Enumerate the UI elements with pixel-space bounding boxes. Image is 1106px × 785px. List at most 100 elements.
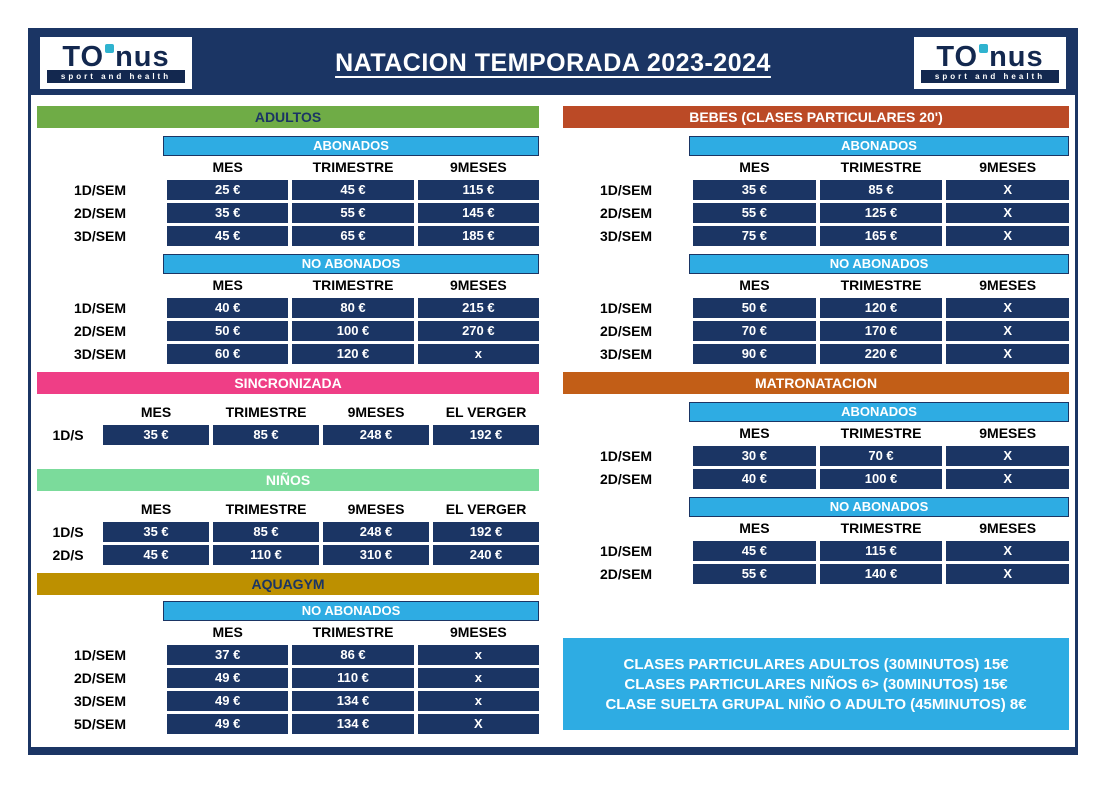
column-header: TRIMESTRE [225, 404, 307, 420]
price-cell: 115 € [819, 541, 943, 561]
price-cell: 215 € [417, 298, 540, 318]
logo-text-left: TO [936, 40, 979, 73]
price-cell: X [946, 469, 1069, 489]
price-cell: X [946, 226, 1069, 246]
price-cell: 45 € [693, 541, 816, 561]
price-cell: 192 € [433, 425, 540, 445]
price-cell: 40 € [693, 469, 816, 489]
note-line: CLASES PARTICULARES ADULTOS (30MINUTOS) … [623, 655, 1009, 673]
price-cell: 50 € [167, 321, 289, 341]
row-label: 1D/S [52, 427, 84, 443]
column-header: 9MESES [979, 425, 1037, 441]
price-cell: 125 € [819, 203, 943, 223]
price-cell: 145 € [417, 203, 540, 223]
corner-spacer [563, 275, 689, 295]
section-aquagym: AQUAGYM NO ABONADOS MES TRIMESTRE 9MESES 1D/… [37, 573, 540, 742]
logo-text-left: TO [62, 40, 105, 73]
price-table: MES TRIMESTRE 9MESES 1D/SEM 40 €80 €215 € 2D/… [37, 275, 540, 364]
price-cell: 35 € [103, 425, 209, 445]
tonus-wordmark: TO nus [62, 40, 169, 73]
corner-spacer [37, 499, 99, 519]
row-label: 2D/SEM [599, 471, 653, 487]
subgroup-title: NO ABONADOS [689, 254, 1069, 274]
section-blocks: ABONADOS MES TRIMESTRE 9MESES 1D/SEM 25 €45 €… [37, 136, 540, 364]
price-table: MES TRIMESTRE 9MESES 1D/SEM 37 €86 € x 2D/SEM 4… [37, 622, 540, 734]
logo-tagline: sport and health [920, 69, 1060, 83]
row-label: 1D/SEM [599, 182, 653, 198]
section-title: NIÑOS [37, 469, 540, 491]
logo-text-right: nus [989, 40, 1044, 73]
column-header: MES [212, 624, 243, 640]
price-cell: 115 € [417, 180, 540, 200]
price-cell: 85 € [213, 522, 320, 542]
left-column: ADULTOS ABONADOS MES TRIMESTRE 9MESES 1D/SEM… [37, 106, 540, 742]
section-blocks: NO ABONADOS MES TRIMESTRE 9MESES 1D/SEM 37 €8… [37, 601, 540, 734]
column-header: 9MESES [979, 277, 1037, 293]
section-bebes: BEBES (CLASES PARTICULARES 20') ABONADOS… [563, 106, 1069, 372]
price-cell: 25 € [167, 180, 289, 200]
corner-spacer [37, 157, 163, 177]
section-blocks: ABONADOS MES TRIMESTRE 9MESES 1D/SEM 30 €70 €… [563, 402, 1069, 584]
price-cell: 110 € [292, 668, 414, 688]
column-header: MES [739, 277, 770, 293]
column-header: EL VERGER [445, 501, 527, 517]
price-table: MES TRIMESTRE 9MESES 1D/SEM 30 €70 € X 2D/SEM 4… [563, 423, 1069, 489]
price-cell: X [946, 321, 1069, 341]
column-header: 9MESES [449, 277, 507, 293]
price-cell: 134 € [292, 691, 414, 711]
price-cell: 134 € [292, 714, 414, 734]
price-cell: 90 € [693, 344, 816, 364]
tonus-logo-left: TO nus sport and health [40, 37, 192, 89]
price-cell: X [946, 446, 1069, 466]
price-table: MES TRIMESTRE 9MESES EL VERGER 1D/S 35 €85 €2… [37, 499, 540, 565]
logo-square-icon [979, 43, 989, 53]
column-header: MES [739, 520, 770, 536]
price-cell: 35 € [167, 203, 289, 223]
right-column: BEBES (CLASES PARTICULARES 20') ABONADOS… [563, 106, 1069, 742]
price-cell: 80 € [292, 298, 414, 318]
column-header: TRIMESTRE [840, 425, 922, 441]
price-cell: 35 € [103, 522, 209, 542]
section-title: AQUAGYM [37, 573, 540, 595]
price-cell: 49 € [167, 691, 289, 711]
row-label: 1D/SEM [73, 182, 127, 198]
price-cell: 49 € [167, 668, 289, 688]
column-header: MES [140, 404, 172, 420]
price-cell: 70 € [693, 321, 816, 341]
column-header: 9MESES [449, 624, 507, 640]
page-title: NATACION TEMPORADA 2023-2024 [335, 48, 771, 77]
price-cell: 30 € [693, 446, 816, 466]
price-cell: 165 € [819, 226, 943, 246]
price-cell: x [417, 344, 540, 364]
column-header: MES [212, 277, 243, 293]
price-cell: x [417, 668, 540, 688]
price-cell: 55 € [693, 564, 816, 584]
price-cell: X [417, 714, 540, 734]
row-label: 2D/SEM [599, 323, 653, 339]
column-header: TRIMESTRE [312, 624, 394, 640]
subgroup-title: ABONADOS [689, 136, 1069, 156]
column-header: EL VERGER [445, 404, 527, 420]
price-cell: 45 € [103, 545, 209, 565]
header-bar: TO nus sport and health NATACION TEMPORAD… [31, 31, 1075, 95]
price-table: MES TRIMESTRE 9MESES 1D/SEM 45 €115 € X 2D/SEM… [563, 518, 1069, 584]
subgroup-title: NO ABONADOS [163, 254, 540, 274]
corner-spacer [563, 518, 689, 538]
column-header: 9MESES [979, 520, 1037, 536]
price-cell: 170 € [819, 321, 943, 341]
section-title: SINCRONIZADA [37, 372, 540, 394]
corner-spacer [563, 157, 689, 177]
price-cell: 70 € [819, 446, 943, 466]
content-area: ADULTOS ABONADOS MES TRIMESTRE 9MESES 1D/SEM… [31, 95, 1075, 742]
section-ninos: NIÑOS MES TRIMESTRE 9MESES EL VERGER 1D/S 35 … [37, 469, 540, 573]
column-header: TRIMESTRE [840, 520, 922, 536]
price-cell: 220 € [819, 344, 943, 364]
row-label: 1D/SEM [73, 647, 127, 663]
corner-spacer [563, 423, 689, 443]
price-cell: X [946, 564, 1069, 584]
price-cell: 40 € [167, 298, 289, 318]
note-line: CLASE SUELTA GRUPAL NIÑO O ADULTO (45MIN… [605, 695, 1027, 713]
price-cell: 110 € [213, 545, 320, 565]
row-label: 5D/SEM [73, 716, 127, 732]
price-cell: 120 € [292, 344, 414, 364]
